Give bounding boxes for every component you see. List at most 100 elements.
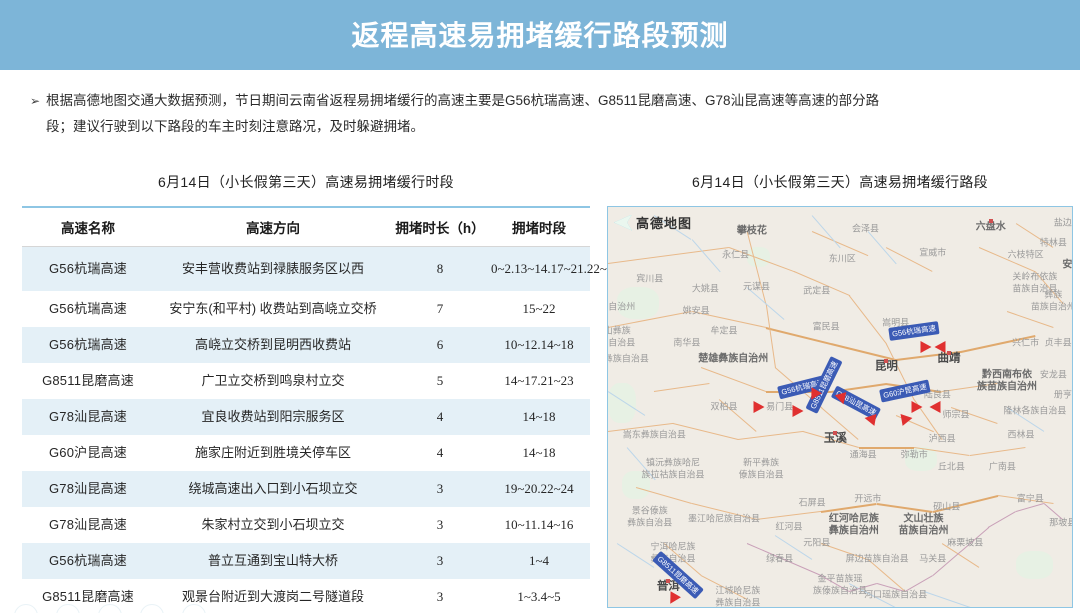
cell-highway-name: G78汕昆高速 (22, 506, 154, 543)
map-river (616, 543, 655, 569)
map-place-label: 石屏县 (798, 497, 826, 508)
map-boundary (988, 511, 1017, 529)
map-river (691, 239, 720, 273)
cell-period: 14~18 (488, 398, 590, 435)
map-river (1006, 407, 1045, 433)
map-place-label: 安 (1062, 259, 1073, 271)
map-road (895, 350, 962, 361)
map-road (978, 247, 1036, 273)
map-road (654, 382, 711, 393)
map-place-label: 东川区 (828, 253, 856, 264)
dot-icon (140, 604, 164, 613)
map-place-label: 镇沅彝族哈尼 (645, 457, 700, 468)
map-place-label: 彝族自治州 (828, 525, 879, 537)
dot-icon (98, 604, 122, 613)
map-container[interactable]: 攀枝花 会泽县 六盘水 盐边 宣威市 东川区 永仁县 六枝特区安特林县 宾川县 关岭布依族 苗族自治… (607, 206, 1073, 608)
cell-highway-name: G60沪昆高速 (22, 434, 154, 471)
map-place-label: 盐边 (1053, 217, 1072, 228)
map-place-label: 元阳县 (803, 537, 831, 548)
map-place-label: 丘北县 (937, 461, 965, 472)
map-place-label: 族自治县 (608, 337, 636, 348)
map-road (932, 494, 999, 513)
intro-line-1: 根据高德地图交通大数据预测，节日期间云南省返程易拥堵缓行的高速主要是G56杭瑞高… (46, 93, 880, 108)
cell-duration: 3 (392, 578, 488, 613)
map-highway-label: G8511昆磨高速 (651, 550, 704, 600)
map-road (691, 503, 757, 521)
map-congestion-arrow (920, 341, 932, 353)
map-road (756, 510, 822, 521)
map-boundary (904, 575, 934, 593)
map-place-label: 六枝特区 (1007, 249, 1044, 260)
map-road (885, 343, 915, 401)
cell-highway-name: G8511昆磨高速 (22, 362, 154, 399)
map-road (663, 543, 702, 577)
map-place-label: 新平彝族 (743, 457, 780, 468)
map-road (941, 543, 980, 569)
cell-period: 14~17.21~23 (488, 362, 590, 399)
cell-period: 10~12.14~18 (488, 326, 590, 363)
map-road (774, 367, 823, 409)
map-section-title: 6月14日（小长假第三天）高速易拥堵缓行路段 (692, 174, 988, 190)
cell-duration: 8 (392, 246, 488, 291)
cell-direction: 施家庄附近到胜境关停车区 (154, 434, 392, 471)
map-place-label: 册亨县 (1053, 389, 1072, 400)
map-highway-label: G8511昆磨高速 (805, 356, 843, 414)
col-header-direction: 高速方向 (154, 207, 392, 247)
col-header-period: 拥堵时段 (488, 207, 590, 247)
table-row: G8511昆磨高速 广卫立交桥到鸣泉村立交 5 14~17.21~23 (22, 362, 590, 399)
map-city-dot (947, 351, 952, 355)
map-terrain-patch (1016, 551, 1054, 579)
map-road (765, 303, 776, 369)
map-road (811, 231, 869, 257)
map-road (1015, 223, 1054, 249)
map-place-label: 贞丰县 (1044, 337, 1072, 348)
table-row: G56杭瑞高速 安丰营收费站到禄脿服务区以西 8 0~2.13~14.17~21… (22, 246, 620, 291)
map-place-label: 族苗族自治州 (977, 381, 1038, 393)
map-place-label: 六盘水 (975, 221, 1006, 233)
map-place-label: 大姚县 (691, 283, 719, 294)
cell-direction: 普立互通到宝山特大桥 (154, 542, 392, 579)
cell-highway-name: G78汕昆高速 (22, 398, 154, 435)
arrow-bullet-icon: ➢ (30, 94, 41, 108)
map-terrain-patch (621, 471, 650, 499)
map-road (737, 430, 804, 441)
map-road (672, 423, 739, 441)
map-place-label: 彝族自治县 (650, 553, 696, 564)
map-place-label: 墨江哈尼族自治县 (687, 513, 761, 524)
map-congestion-arrow (863, 412, 877, 426)
map-congestion-arrow (934, 341, 946, 353)
intro-paragraph: ➢ 根据高德地图交通大数据预测，节日期间云南省返程易拥堵缓行的高速主要是G56杭… (30, 88, 1060, 140)
map-road (1006, 311, 1054, 329)
col-header-duration: 拥堵时长（h） (392, 207, 488, 247)
map-place-label: 彝族自治县 (627, 517, 673, 528)
table-header-row: 高速名称 高速方向 拥堵时长（h） 拥堵时段 (22, 207, 590, 247)
map-highway-label: G56杭瑞高速 (776, 374, 829, 400)
map-road (960, 334, 1036, 353)
map-road (913, 399, 943, 441)
map-place-label: 景谷傣族 (631, 505, 668, 516)
map-place-label: 宾川县 (636, 273, 664, 284)
dot-icon (14, 604, 38, 613)
cell-period: 15~22 (488, 290, 590, 327)
amap-logo-text: 高德地图 (636, 217, 693, 232)
map-place-label: 马关县 (919, 553, 947, 564)
table-section-title: 6月14日（小长假第三天）高速易拥堵缓行时段 (158, 174, 454, 190)
map-place-label: 苗族自治州 (1030, 301, 1073, 312)
map-road (1034, 271, 1064, 305)
map-place-label: 安龙县 (1039, 369, 1067, 380)
map-place-label: 富民县 (812, 321, 840, 332)
map-place-label: 嵩东彝族自治县 (622, 429, 686, 440)
table-row: G78汕昆高速 朱家村立交到小石坝立交 3 10~11.14~16 (22, 506, 590, 543)
cell-direction: 高峣立交桥到昆明西收费站 (154, 326, 392, 363)
cell-highway-name: G56杭瑞高速 (22, 290, 154, 327)
map-boundary (746, 543, 785, 561)
map-canvas[interactable]: 攀枝花 会泽县 六盘水 盐边 宣威市 东川区 永仁县 六枝特区安特林县 宾川县 关岭布依族 苗族自治… (608, 207, 1072, 607)
map-road (691, 311, 767, 329)
dot-icon (182, 604, 206, 613)
map-congestion-arrow (792, 405, 804, 417)
map-place-label: 嵩明县 (882, 317, 910, 328)
col-header-highway-name: 高速名称 (22, 207, 154, 247)
cell-highway-name: G56杭瑞高速 (22, 246, 154, 291)
cell-duration: 4 (392, 434, 488, 471)
